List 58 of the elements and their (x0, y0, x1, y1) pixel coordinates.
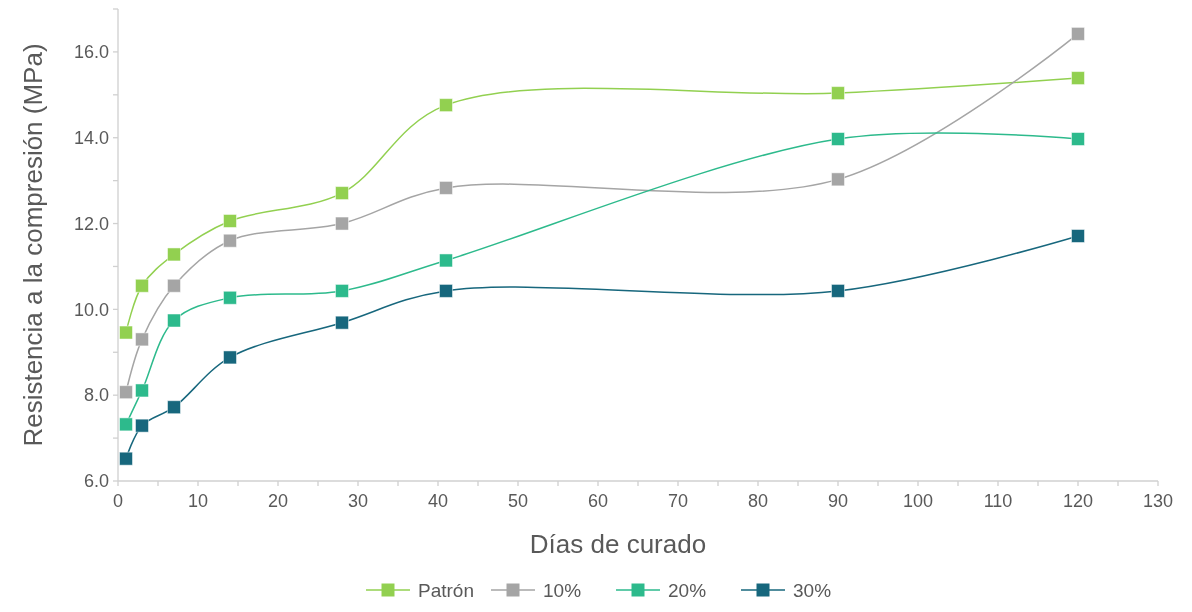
point (831, 284, 845, 298)
point (119, 417, 133, 432)
y-tick-label: 10.0 (73, 299, 109, 320)
point (439, 253, 453, 268)
point (223, 291, 237, 305)
legend-label: 10% (543, 579, 582, 601)
point (119, 451, 133, 466)
point (223, 350, 237, 365)
x-tick-label: 10 (187, 491, 209, 511)
point (167, 279, 181, 293)
x-tick-label: 130 (1142, 491, 1174, 511)
y-tick-label: 6.0 (83, 471, 109, 492)
x-tick-label: 20 (267, 491, 289, 511)
point (1071, 132, 1085, 146)
y-tick-label: 14.0 (73, 128, 109, 149)
y-tick-label: 8.0 (83, 385, 109, 406)
legend-label: 30% (793, 579, 832, 601)
point (439, 181, 453, 195)
point (335, 284, 349, 298)
x-tick-label: 50 (507, 491, 529, 511)
point (439, 98, 453, 112)
x-tick-label: 30 (347, 491, 369, 511)
point (119, 385, 133, 399)
point (335, 186, 349, 200)
point (1071, 27, 1085, 41)
point (167, 400, 181, 414)
point (135, 383, 149, 398)
x-tick-label: 70 (667, 491, 689, 511)
point (135, 418, 149, 433)
x-tick-label: 80 (747, 491, 769, 511)
y-axis-title: Resistencia a la compresión (MPa) (18, 43, 48, 447)
legend-label: 20% (668, 579, 707, 601)
point (335, 315, 349, 330)
legend-label: Patrón (418, 579, 474, 601)
x-axis-title: Días de curado (529, 529, 707, 559)
point (167, 313, 181, 328)
point (167, 247, 181, 262)
x-tick-label: 120 (1062, 491, 1094, 511)
point (335, 216, 349, 231)
x-tick-label: 60 (587, 491, 609, 511)
point (831, 172, 845, 187)
point (223, 214, 237, 228)
x-tick-label: 40 (427, 491, 449, 511)
point (119, 325, 133, 340)
point (135, 279, 149, 293)
x-tick-label: 0 (112, 491, 124, 511)
point (135, 332, 149, 347)
point (223, 233, 237, 248)
y-tick-label: 16.0 (73, 42, 109, 63)
x-tick-label: 110 (983, 491, 1013, 511)
x-tick-label: 90 (827, 491, 849, 511)
y-tick-label: 12.0 (73, 213, 109, 234)
point (1071, 229, 1085, 243)
point (1071, 71, 1085, 85)
x-tick-label: 100 (902, 491, 934, 511)
point (831, 86, 845, 100)
point (831, 132, 845, 146)
point (439, 284, 453, 298)
